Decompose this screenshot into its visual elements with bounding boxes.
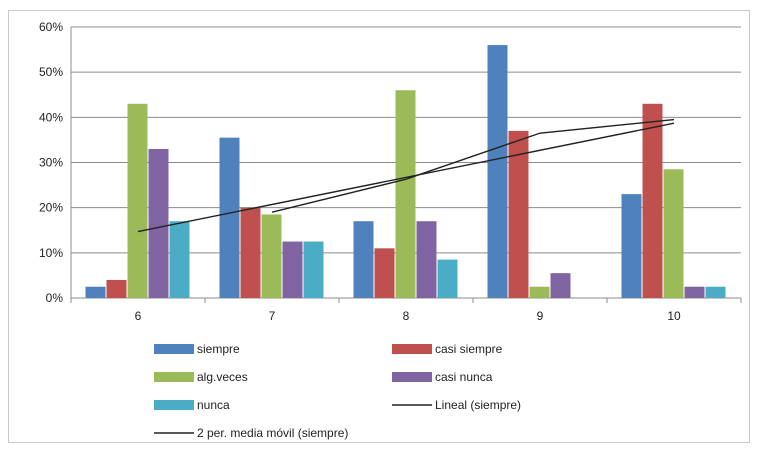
legend-alg-veces-swatch (154, 372, 194, 382)
y-tick-label: 20% (39, 201, 63, 215)
bar-nunca (169, 221, 190, 298)
legend-siempre-swatch (154, 344, 194, 354)
bar-chart: 0% 10% 20% 30% 40% 50% 60% 6 7 8 9 10 siempre casi si… (39, 20, 742, 440)
bar-casi-siempre (508, 130, 529, 298)
bar-casi-nunca (282, 241, 303, 298)
y-tick-label: 0% (46, 291, 64, 305)
bar-casi-siempre (240, 207, 261, 298)
bar-alg-veces (663, 169, 684, 298)
trend-line-2-per-media-m-vil-siempre- (271, 118, 675, 213)
legend-casi-nunca-label: casi nunca (435, 370, 493, 384)
y-tick-label: 10% (39, 246, 63, 260)
legend-lineal-siempre--label: Lineal (siempre) (435, 398, 521, 412)
legend-casi-nunca-swatch (392, 372, 432, 382)
legend-casi-siempre-label: casi siempre (435, 342, 503, 356)
bar-alg-veces (127, 103, 148, 299)
y-tick-label: 60% (39, 20, 63, 34)
bar-siempre (219, 137, 240, 298)
bar-nunca (705, 286, 726, 298)
legend-casi-siempre-swatch (392, 344, 432, 354)
y-tick-label: 30% (39, 156, 63, 170)
x-tick-label: 8 (403, 309, 410, 323)
bar-casi-siempre (642, 103, 663, 299)
x-tick-label: 9 (537, 309, 544, 323)
x-tick-label: 7 (269, 309, 276, 323)
y-tick-label: 50% (39, 65, 63, 79)
bar-alg-veces (261, 214, 282, 298)
bar-casi-nunca (684, 286, 705, 298)
bar-casi-nunca (550, 273, 571, 298)
bar-casi-siempre (374, 248, 395, 298)
bar-nunca (303, 241, 324, 298)
y-tick-label: 40% (39, 110, 63, 124)
bar-nunca (437, 259, 458, 298)
trend-line-lineal-siempre- (137, 122, 675, 233)
legend-nunca-label: nunca (197, 398, 230, 412)
legend-siempre-label: siempre (197, 342, 240, 356)
bar-siempre (353, 221, 374, 298)
bar-casi-siempre (106, 279, 127, 298)
bar-alg-veces (395, 90, 416, 298)
legend-nunca-swatch (154, 400, 194, 410)
bar-alg-veces (529, 286, 550, 298)
bar-casi-nunca (416, 221, 437, 298)
legend-2-per-media-m-vil-siempre--label: 2 per. media móvil (siempre) (197, 426, 348, 440)
bar-casi-nunca (148, 148, 169, 298)
bar-siempre (621, 194, 642, 298)
chart-frame: 0% 10% 20% 30% 40% 50% 60% 6 7 8 9 10 siempre casi si… (8, 10, 750, 443)
x-tick-label: 6 (135, 309, 142, 323)
bar-siempre (487, 45, 508, 298)
legend-alg-veces-label: alg.veces (197, 370, 248, 384)
x-tick-label: 10 (667, 309, 681, 323)
bar-siempre (85, 286, 106, 298)
